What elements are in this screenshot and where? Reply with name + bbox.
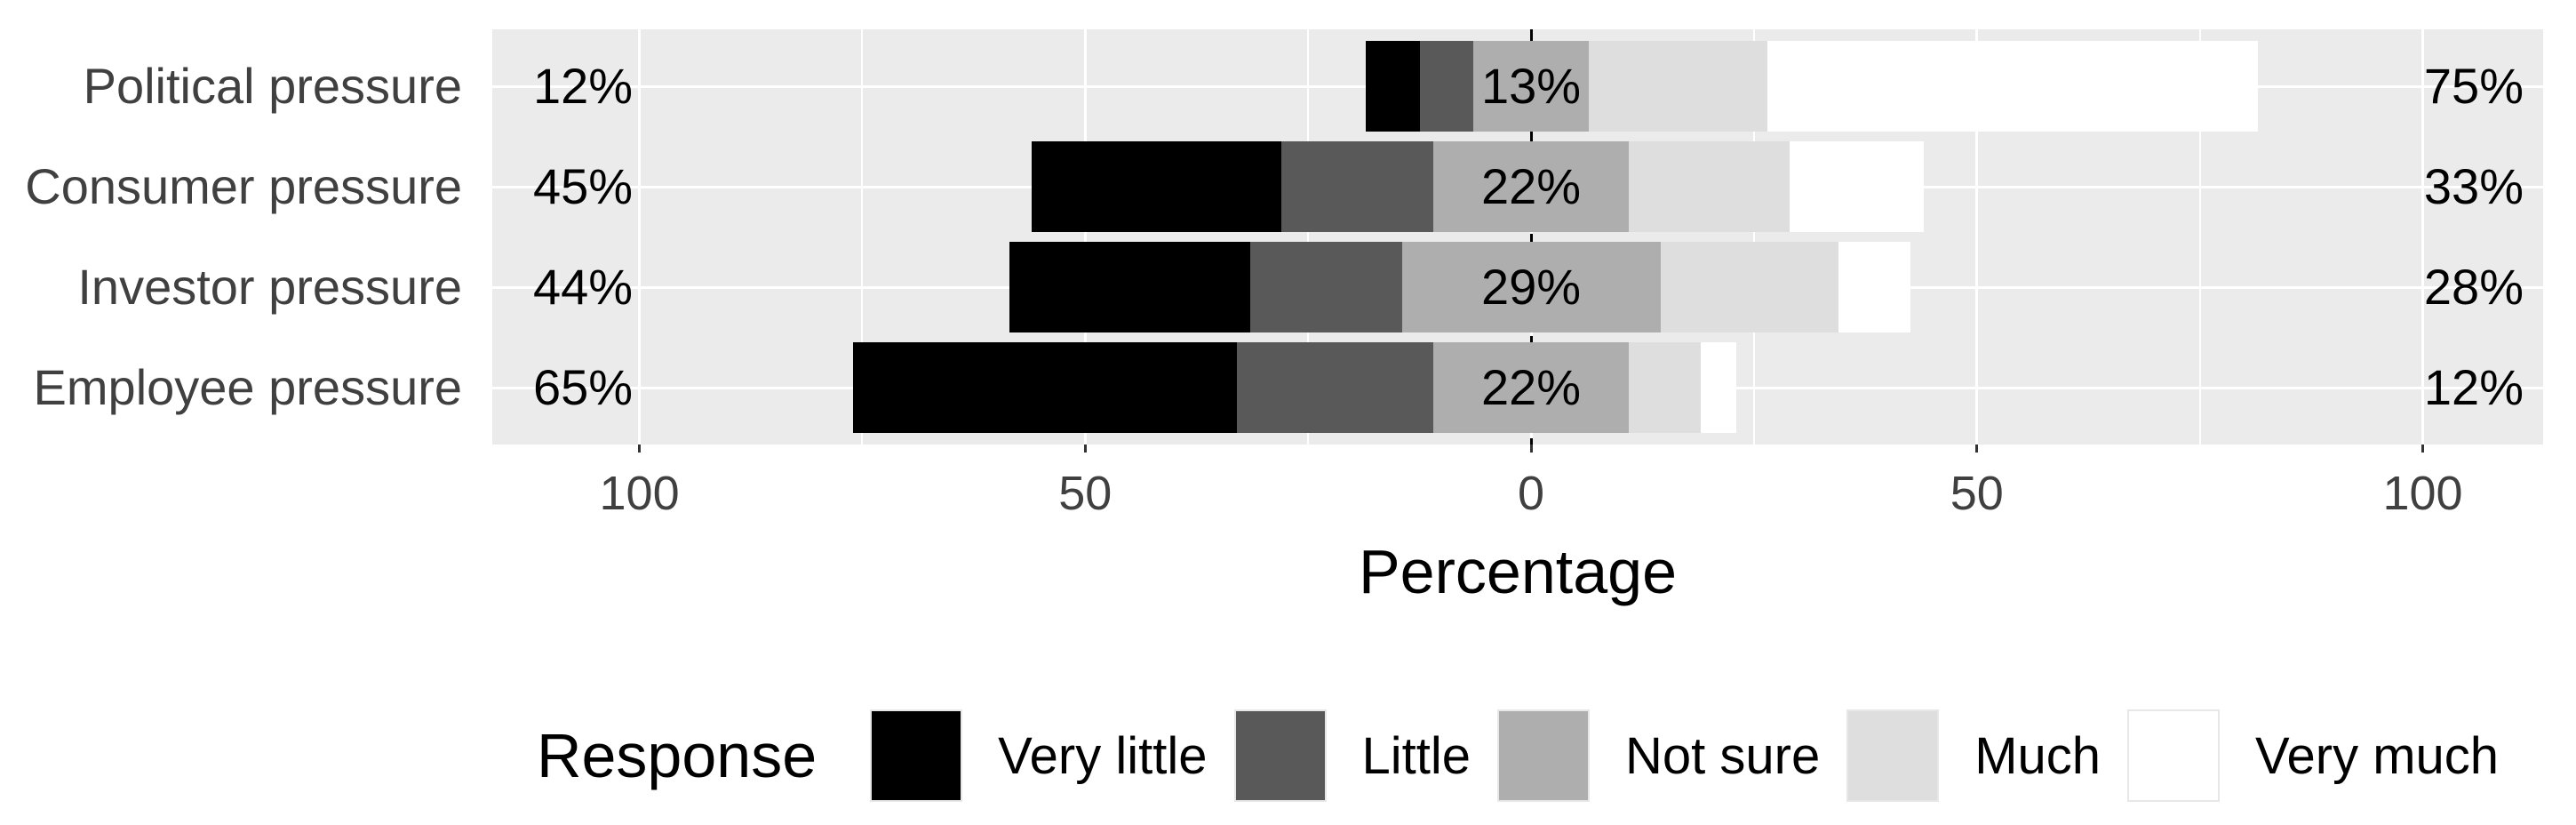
category-label: Employee pressure bbox=[33, 359, 462, 415]
bar-segment-little bbox=[1419, 41, 1473, 132]
x-axis-tick-mark bbox=[638, 445, 642, 453]
legend-item: Very little bbox=[870, 709, 1208, 802]
x-axis-tick-mark bbox=[1083, 445, 1087, 453]
gridline-vertical-minor bbox=[1307, 29, 1310, 445]
row-total-right-label: 75% bbox=[2423, 58, 2524, 114]
row-total-left-label: 12% bbox=[533, 58, 634, 114]
row-notsure-center-label: 22% bbox=[1481, 359, 1582, 415]
plot-panel bbox=[492, 29, 2543, 445]
bar-segment-very-little bbox=[1009, 242, 1250, 332]
row-total-right-label: 28% bbox=[2423, 259, 2524, 315]
bar-segment-very-much bbox=[1767, 41, 2258, 132]
legend-item: Very much bbox=[2127, 709, 2499, 802]
x-axis-tick-label: 100 bbox=[599, 467, 680, 520]
row-total-left-label: 45% bbox=[533, 158, 634, 214]
gridline-vertical-major bbox=[638, 29, 642, 445]
legend-item: Little bbox=[1233, 709, 1471, 802]
legend-swatch-very-little bbox=[870, 709, 963, 802]
x-axis-tick-mark bbox=[1975, 445, 1979, 453]
bar-segment-not-sure bbox=[1432, 141, 1630, 232]
bar-segment-very-much bbox=[1700, 342, 1736, 433]
legend-swatch-very-much bbox=[2127, 709, 2221, 802]
category-label: Political pressure bbox=[83, 58, 462, 114]
x-axis-tick-label: 50 bbox=[1950, 467, 2004, 520]
gridline-vertical-minor bbox=[2198, 29, 2201, 445]
bar-segment-not-sure bbox=[1432, 342, 1630, 433]
row-total-right-label: 12% bbox=[2423, 359, 2524, 415]
bar-segment-little bbox=[1281, 141, 1433, 232]
row-notsure-center-label: 29% bbox=[1481, 259, 1582, 315]
legend-item: Much bbox=[1846, 709, 2101, 802]
legend-item: Not sure bbox=[1497, 709, 1820, 802]
legend-item-label: Very much bbox=[2255, 726, 2500, 785]
bar-segment-much bbox=[1589, 41, 1767, 132]
bar-segment-very-little bbox=[853, 342, 1237, 433]
bar-segment-very-much bbox=[1838, 242, 1910, 332]
category-label: Investor pressure bbox=[77, 259, 462, 315]
bar-segment-much bbox=[1660, 242, 1839, 332]
bar-segment-very-little bbox=[1366, 41, 1420, 132]
gridline-vertical-minor bbox=[861, 29, 864, 445]
bar-segment-little bbox=[1236, 342, 1433, 433]
legend-swatch-little bbox=[1233, 709, 1327, 802]
x-axis-tick-label: 50 bbox=[1058, 467, 1113, 520]
x-axis-title: Percentage bbox=[1358, 537, 1678, 606]
category-label: Consumer pressure bbox=[25, 158, 462, 214]
x-axis-tick-mark bbox=[1529, 445, 1533, 453]
bar-segment-not-sure bbox=[1401, 242, 1661, 332]
legend-item-label: Not sure bbox=[1625, 726, 1821, 785]
legend: Response Very little Little Not sure Much Ve… bbox=[492, 693, 2543, 818]
gridline-vertical-major bbox=[1083, 29, 1087, 445]
x-axis-tick-mark bbox=[2421, 445, 2425, 453]
bar-segment-not-sure bbox=[1472, 41, 1590, 132]
gridline-vertical-major bbox=[2421, 29, 2425, 445]
zero-reference-line bbox=[1529, 29, 1533, 445]
bar-segment-very-little bbox=[1032, 141, 1282, 232]
row-total-left-label: 44% bbox=[533, 259, 634, 315]
gridline-vertical-major bbox=[1975, 29, 1979, 445]
legend-title: Response bbox=[536, 721, 817, 790]
bar-segment-much bbox=[1629, 141, 1790, 232]
bar-segment-very-much bbox=[1790, 141, 1924, 232]
legend-item-label: Much bbox=[1974, 726, 2101, 785]
x-axis-tick-label: 0 bbox=[1518, 467, 1545, 520]
legend-item-label: Very little bbox=[998, 726, 1208, 785]
row-total-right-label: 33% bbox=[2423, 158, 2524, 214]
legend-swatch-not-sure bbox=[1497, 709, 1591, 802]
bar-segment-little bbox=[1249, 242, 1402, 332]
legend-swatch-much bbox=[1846, 709, 1940, 802]
legend-item-label: Little bbox=[1361, 726, 1471, 785]
row-notsure-center-label: 13% bbox=[1481, 58, 1582, 114]
x-axis-tick-label: 100 bbox=[2382, 467, 2463, 520]
bar-segment-much bbox=[1629, 342, 1701, 433]
row-notsure-center-label: 22% bbox=[1481, 158, 1582, 214]
gridline-vertical-minor bbox=[1752, 29, 1755, 445]
row-total-left-label: 65% bbox=[533, 359, 634, 415]
